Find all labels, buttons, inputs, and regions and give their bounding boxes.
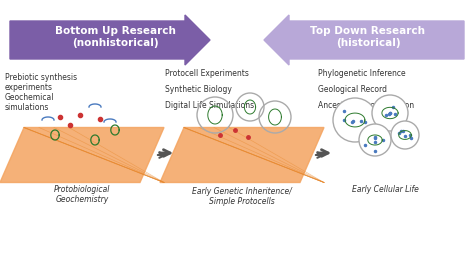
Text: Ancestral Reconstruction: Ancestral Reconstruction xyxy=(318,101,414,110)
Text: Bottom Up Research
(nonhistorical): Bottom Up Research (nonhistorical) xyxy=(55,26,175,48)
Circle shape xyxy=(391,121,419,149)
Text: Digital Life Simulations: Digital Life Simulations xyxy=(165,101,254,110)
Circle shape xyxy=(333,98,377,142)
Text: Protocell Experiments: Protocell Experiments xyxy=(165,69,249,78)
Text: Top Down Research
(historical): Top Down Research (historical) xyxy=(310,26,426,48)
Text: Prebiotic synthesis
experiments: Prebiotic synthesis experiments xyxy=(5,73,77,92)
FancyArrow shape xyxy=(264,15,464,65)
Text: Phylogenetic Inference: Phylogenetic Inference xyxy=(318,69,406,78)
Circle shape xyxy=(359,124,391,156)
Polygon shape xyxy=(160,127,324,183)
Text: Early Genetic Inheritence/
Simple Protocells: Early Genetic Inheritence/ Simple Protoc… xyxy=(192,187,292,206)
Polygon shape xyxy=(0,127,164,183)
Text: Geochemical
simulations: Geochemical simulations xyxy=(5,93,55,112)
Text: Early Cellular Life: Early Cellular Life xyxy=(352,185,419,194)
Text: Synthetic Biology: Synthetic Biology xyxy=(165,85,232,94)
FancyArrow shape xyxy=(10,15,210,65)
Circle shape xyxy=(372,95,408,131)
Text: Geological Record: Geological Record xyxy=(318,85,387,94)
Text: Protobiological
Geochemistry: Protobiological Geochemistry xyxy=(54,185,110,204)
